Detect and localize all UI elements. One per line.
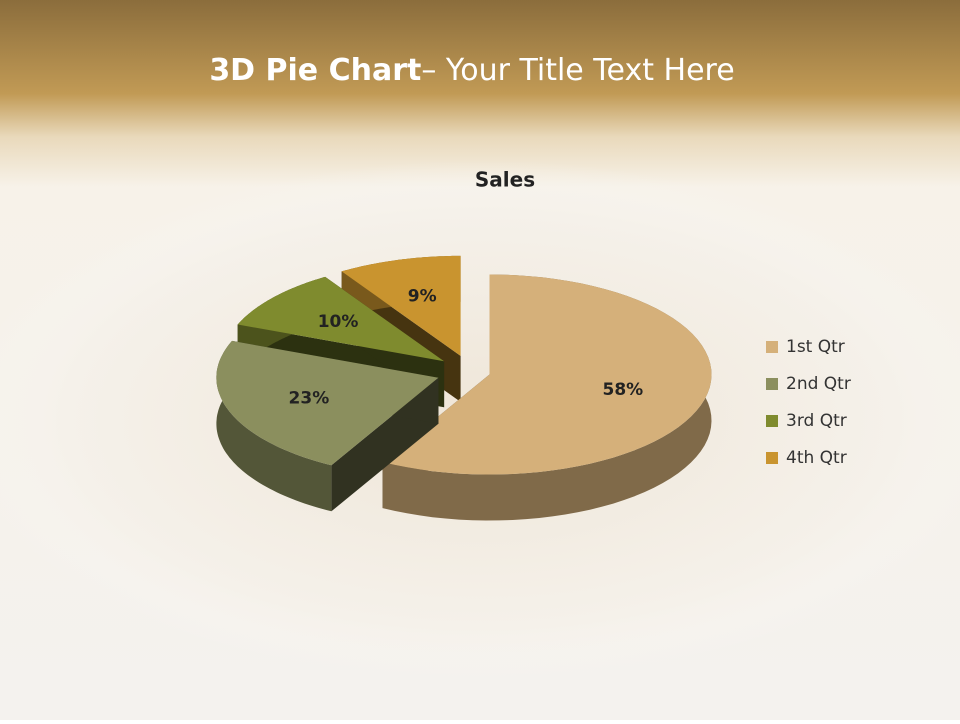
data-label: 10% xyxy=(318,312,359,332)
legend-label: 1st Qtr xyxy=(786,337,845,357)
slide-title-bold: 3D Pie Chart xyxy=(209,53,421,88)
data-label: 9% xyxy=(408,286,437,306)
data-label: 23% xyxy=(289,389,330,409)
slide-title: 3D Pie Chart– Your Title Text Here xyxy=(209,53,734,88)
slice xyxy=(237,276,445,362)
pie: 9% 10% 58% 23% xyxy=(216,255,712,521)
slice xyxy=(341,255,461,356)
legend-label: 2nd Qtr xyxy=(786,374,851,394)
slice xyxy=(382,274,712,475)
slice-side xyxy=(216,340,332,512)
data-label: 58% xyxy=(602,380,643,400)
legend-swatch xyxy=(766,378,778,390)
slice xyxy=(216,340,439,466)
legend-label: 3rd Qtr xyxy=(786,411,847,431)
legend-swatch xyxy=(766,415,778,427)
slide-title-rest: – Your Title Text Here xyxy=(421,53,734,88)
legend-label: 4th Qtr xyxy=(786,448,847,468)
chart-title: Sales xyxy=(475,168,535,192)
legend: 1st Qtr 2nd Qtr 3rd Qtr 4th Qtr xyxy=(766,337,851,468)
legend-swatch xyxy=(766,452,778,464)
legend-swatch xyxy=(766,341,778,353)
